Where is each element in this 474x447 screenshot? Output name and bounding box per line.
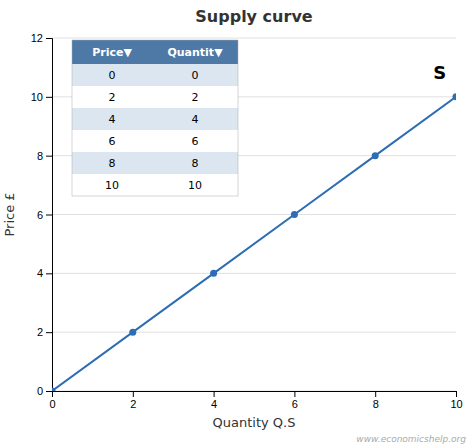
tick: 10 xyxy=(450,391,462,410)
tick-mark xyxy=(46,273,52,274)
point xyxy=(129,329,136,336)
table: Price▼ Quantit▼ 0 0 2 2 4 4 6 6 8 8 10 10 xyxy=(72,40,238,196)
tick-mark xyxy=(46,215,52,216)
tick: 0 xyxy=(37,385,52,397)
table-header-text: Price▼ xyxy=(92,46,132,59)
table-header-cell xyxy=(72,40,152,64)
table-cell-text: 10 xyxy=(105,179,119,192)
tick: 8 xyxy=(373,391,379,410)
grid-line xyxy=(52,332,456,333)
chart: 0246810024681012SPrice▼Quantit▼002244668… xyxy=(0,0,474,447)
table-cell xyxy=(72,86,152,108)
table-cell xyxy=(152,86,238,108)
tick-label: 4 xyxy=(37,267,43,279)
y-axis-title: Price £ xyxy=(2,192,17,236)
tick-mark xyxy=(46,97,52,98)
plot: 0246810024681012SPrice▼Quantit▼002244668… xyxy=(31,32,463,410)
axis-line xyxy=(46,39,53,392)
tick-label: 2 xyxy=(37,326,43,338)
title: Supply curve xyxy=(195,7,313,26)
tick-mark xyxy=(214,391,215,397)
tick-mark xyxy=(46,332,52,333)
tick: 2 xyxy=(130,391,136,410)
point xyxy=(210,270,217,277)
table-cell-text: 0 xyxy=(109,69,116,82)
table-cell xyxy=(152,152,238,174)
tick-label: 8 xyxy=(373,398,379,410)
table-cell-text: 6 xyxy=(192,135,199,148)
table-cell-text: 8 xyxy=(109,157,116,170)
grid-line xyxy=(52,214,456,215)
tick: 6 xyxy=(292,391,298,410)
grid-line xyxy=(52,273,456,274)
tick-label: 2 xyxy=(130,398,136,410)
tick-label: 0 xyxy=(49,398,55,410)
annotation: S xyxy=(433,62,446,83)
tick-mark xyxy=(46,38,52,39)
tick: 4 xyxy=(211,391,217,410)
table-cell-text: 4 xyxy=(192,113,199,126)
marks xyxy=(52,93,456,391)
table-cell xyxy=(72,152,152,174)
axis-line xyxy=(53,392,457,398)
x-axis-title: Quantity Q.S xyxy=(213,415,296,430)
tick: 10 xyxy=(31,91,52,103)
point xyxy=(291,211,298,218)
table-cell-text: 4 xyxy=(109,113,116,126)
table-header-cell xyxy=(152,40,238,64)
y-axis: 0 2 4 6 8 10 12 xyxy=(31,32,53,397)
table-cell-text: 8 xyxy=(192,157,199,170)
table-cell xyxy=(152,108,238,130)
tick-label: 0 xyxy=(37,385,43,397)
tick-label: 6 xyxy=(292,398,298,410)
point xyxy=(453,93,457,100)
watermark: www.economicshelp.org xyxy=(356,434,466,444)
tick: 0 xyxy=(49,391,55,410)
grid-line xyxy=(52,38,456,39)
table-cell-text: 2 xyxy=(192,91,199,104)
table-header-text: Quantit▼ xyxy=(167,46,223,59)
table-cell-text: 0 xyxy=(192,69,199,82)
table-cell xyxy=(72,174,152,196)
tick-label: 4 xyxy=(211,398,217,410)
table-cell xyxy=(152,130,238,152)
tick-label: 10 xyxy=(31,91,43,103)
grid xyxy=(52,38,456,391)
tick-mark xyxy=(133,391,134,397)
tick: 12 xyxy=(31,32,52,44)
table-cell xyxy=(72,64,152,86)
table-cell xyxy=(72,108,152,130)
tick-label: 8 xyxy=(37,150,43,162)
tick: 6 xyxy=(37,209,52,221)
tick-mark xyxy=(456,391,457,397)
table-cell xyxy=(152,64,238,86)
tick: 4 xyxy=(37,267,52,279)
tick-mark xyxy=(46,391,52,392)
x-axis: 0 2 4 6 8 10 xyxy=(49,391,462,410)
tick-mark xyxy=(375,391,376,397)
point xyxy=(52,388,56,392)
tick-label: 10 xyxy=(450,398,462,410)
tick: 8 xyxy=(37,150,52,162)
point xyxy=(372,152,379,159)
table-cell-text: 2 xyxy=(109,91,116,104)
tick-mark xyxy=(294,391,295,397)
table-border xyxy=(72,40,238,196)
tick-mark xyxy=(46,156,52,157)
tick-label: 6 xyxy=(37,209,43,221)
tick: 2 xyxy=(37,326,52,338)
table-cell-text: 6 xyxy=(109,135,116,148)
table-cell-text: 10 xyxy=(188,179,202,192)
line xyxy=(52,97,456,391)
tick-label: 12 xyxy=(31,32,43,44)
table-cell xyxy=(72,130,152,152)
table-cell xyxy=(152,174,238,196)
